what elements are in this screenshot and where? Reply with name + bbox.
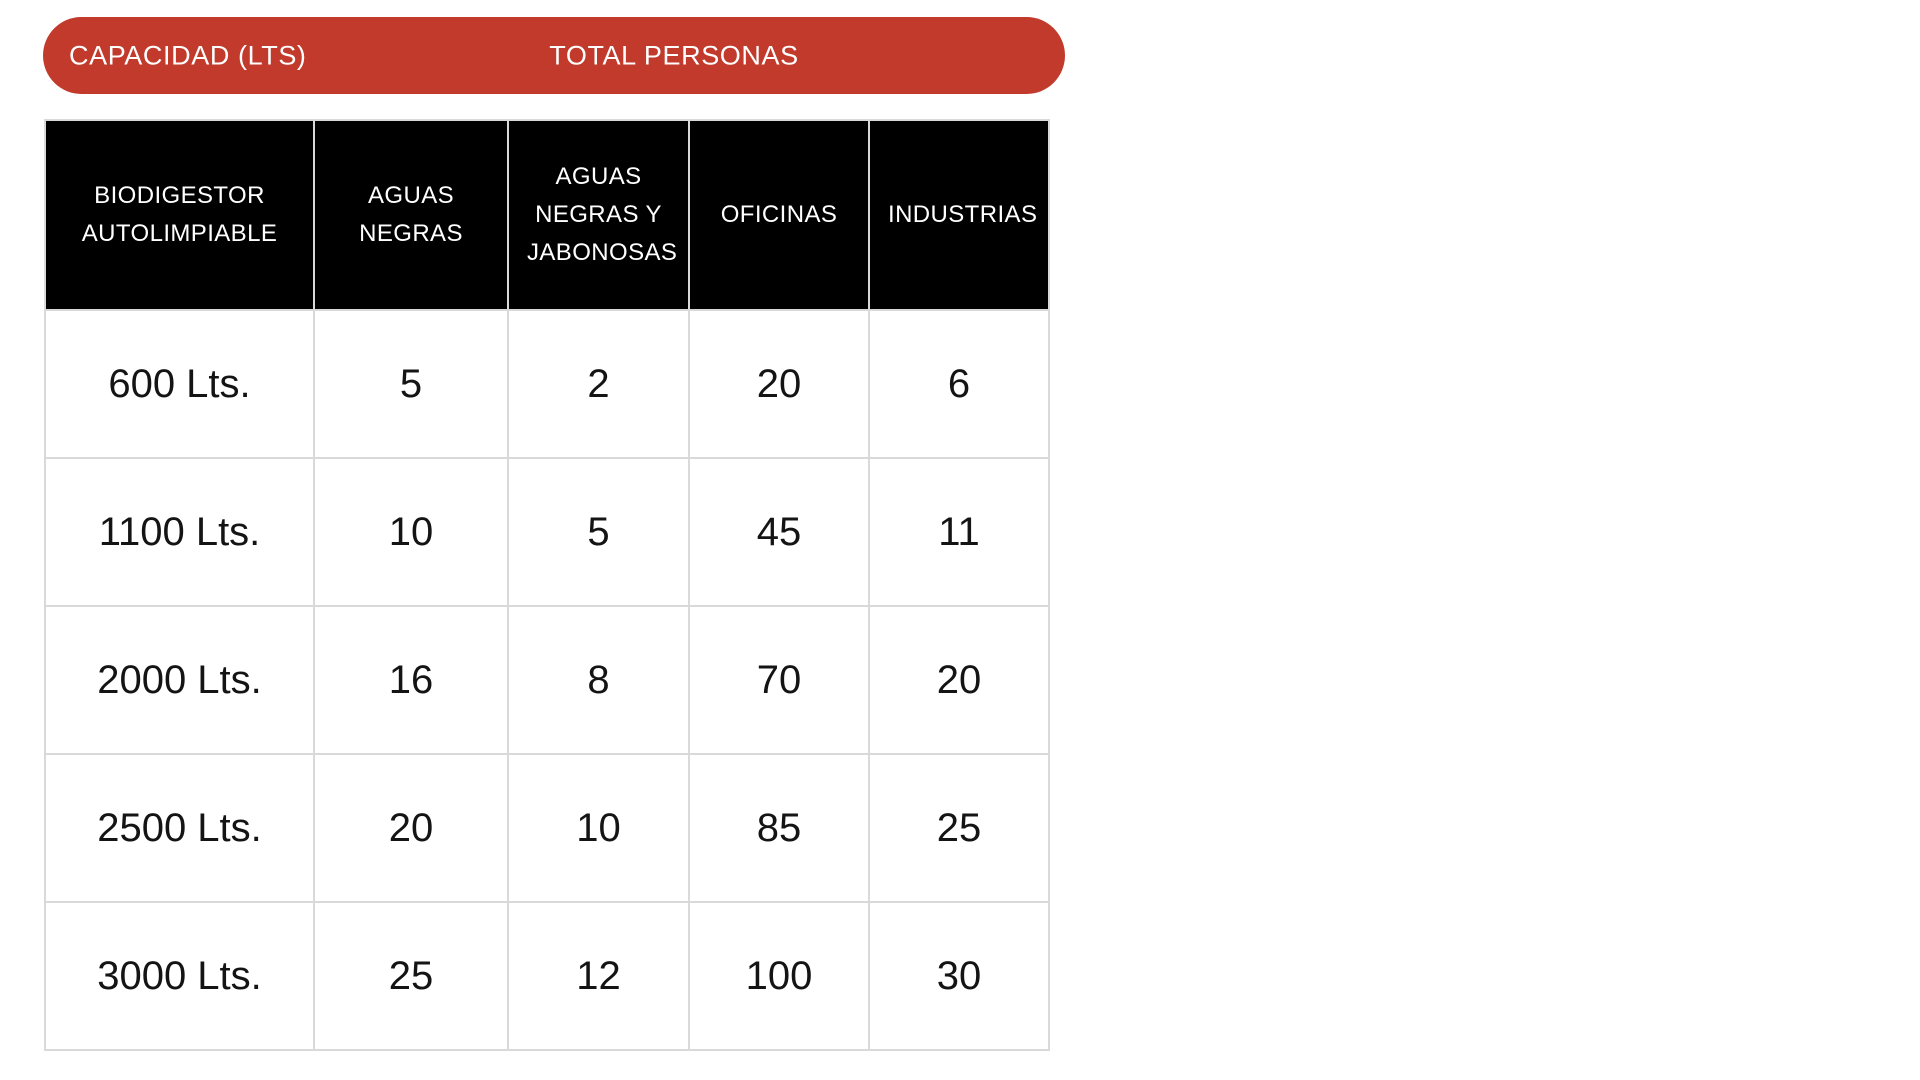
value-cell: 12 xyxy=(507,901,690,1051)
capacity-cell: 3000 Lts. xyxy=(44,901,315,1051)
table-row-1100: 1100 Lts. 10 5 45 11 xyxy=(44,457,1050,607)
table-row-600: 600 Lts. 5 2 20 6 xyxy=(44,309,1050,459)
banner-label-capacidad: CAPACIDAD (LTS) xyxy=(69,40,307,70)
capacity-cell: 2000 Lts. xyxy=(44,605,315,755)
value-cell: 20 xyxy=(688,309,870,459)
capacity-cell: 2500 Lts. xyxy=(44,753,315,903)
value-cell: 20 xyxy=(868,605,1050,755)
capacity-cell: 600 Lts. xyxy=(44,309,315,459)
value-cell: 45 xyxy=(688,457,870,607)
value-cell: 6 xyxy=(868,309,1050,459)
capacity-cell: 1100 Lts. xyxy=(44,457,315,607)
value-cell: 25 xyxy=(868,753,1050,903)
column-header-aguas-negras-y-jabonosas: AGUAS NEGRAS Y JABONOSAS xyxy=(507,119,690,311)
value-cell: 10 xyxy=(507,753,690,903)
column-header-oficinas: OFICINAS xyxy=(688,119,870,311)
column-header-aguas-negras: AGUAS NEGRAS xyxy=(313,119,509,311)
value-cell: 30 xyxy=(868,901,1050,1051)
table-row-3000: 3000 Lts. 25 12 100 30 xyxy=(44,901,1050,1051)
value-cell: 25 xyxy=(313,901,509,1051)
value-cell: 8 xyxy=(507,605,690,755)
value-cell: 5 xyxy=(313,309,509,459)
value-cell: 5 xyxy=(507,457,690,607)
value-cell: 85 xyxy=(688,753,870,903)
table-row-2500: 2500 Lts. 20 10 85 25 xyxy=(44,753,1050,903)
value-cell: 10 xyxy=(313,457,509,607)
table-row-2000: 2000 Lts. 16 8 70 20 xyxy=(44,605,1050,755)
value-cell: 16 xyxy=(313,605,509,755)
biodigestor-capacity-table: BIODIGESTOR AUTOLIMPIABLE AGUAS NEGRAS A… xyxy=(44,119,1050,1051)
column-header-biodigestor-autolimpiable: BIODIGESTOR AUTOLIMPIABLE xyxy=(44,119,315,311)
value-cell: 20 xyxy=(313,753,509,903)
value-cell: 70 xyxy=(688,605,870,755)
value-cell: 2 xyxy=(507,309,690,459)
banner-label-total-personas: TOTAL PERSONAS xyxy=(549,40,799,70)
table-header-row: BIODIGESTOR AUTOLIMPIABLE AGUAS NEGRAS A… xyxy=(44,119,1050,311)
value-cell: 100 xyxy=(688,901,870,1051)
column-header-industrias: INDUSTRIAS xyxy=(868,119,1050,311)
value-cell: 11 xyxy=(868,457,1050,607)
capacity-banner: CAPACIDAD (LTS) TOTAL PERSONAS xyxy=(43,17,1065,94)
